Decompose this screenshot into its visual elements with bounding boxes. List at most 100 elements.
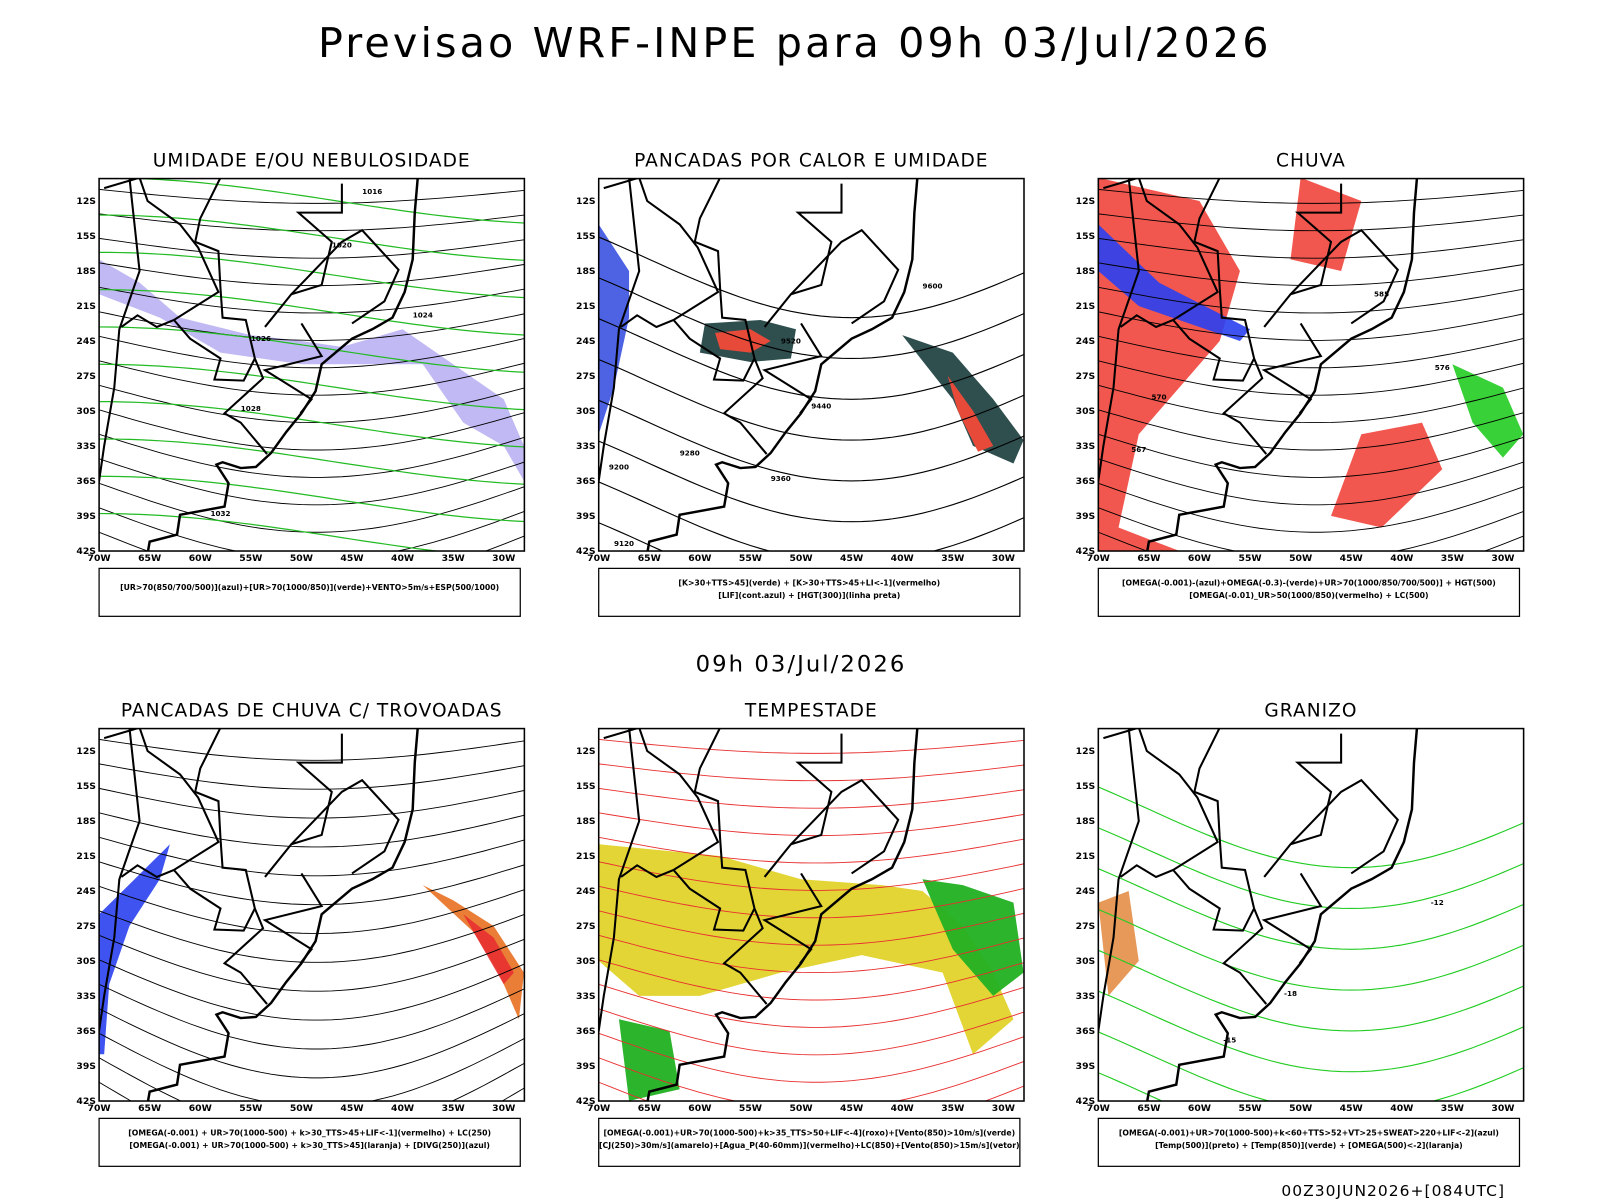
streamline (99, 335, 525, 369)
lat-label: 36S (76, 1026, 96, 1037)
streamline (99, 983, 525, 1050)
lon-label: 60W (688, 1103, 711, 1114)
field-area (598, 224, 630, 435)
legend-text: [OMEGA(-0.001)+UR>70(1000-500)+k<60+TTS>… (1119, 1129, 1499, 1138)
border (1103, 728, 1219, 879)
lat-label: 33S (1076, 441, 1096, 452)
border (762, 872, 823, 964)
streamline (99, 433, 525, 478)
lon-label: 50W (789, 553, 812, 564)
map-frame (98, 177, 526, 552)
lat-label: 15S (1076, 231, 1096, 242)
legend-text: [OMEGA(-0.001)+UR>70(1000-500)+k>35_TTS>… (603, 1129, 1015, 1138)
lon-label: 45W (340, 553, 363, 564)
map-panel: PANCADAS POR CALOR E UMIDADE 12S 15S 18S 21S… (576, 150, 1025, 617)
lon-label: 30W (492, 1103, 515, 1114)
field-area (1098, 891, 1139, 996)
map-content (99, 178, 525, 552)
contour (1098, 908, 1524, 991)
contour-label: 9280 (680, 448, 700, 457)
lat-label: 30S (576, 406, 596, 417)
contour (1098, 786, 1524, 869)
streamline (99, 934, 525, 992)
coastline (646, 178, 919, 552)
contour-label: 567 (1131, 445, 1146, 454)
map-panel: PANCADAS DE CHUVA C/ TROVOADAS 12S 15S 18S 2… (76, 700, 526, 1167)
lat-label: 33S (76, 441, 96, 452)
map-content (598, 728, 1024, 1102)
lon-label: 70W (587, 553, 610, 564)
legend-box (1097, 1117, 1521, 1167)
streamline (1098, 360, 1524, 396)
streamline (99, 787, 525, 819)
lat-label: 15S (1076, 781, 1096, 792)
lat-label: 39S (1076, 511, 1096, 522)
streamline (99, 311, 525, 341)
border (790, 228, 900, 325)
map-frame (1097, 727, 1525, 1102)
map-frame (98, 727, 526, 1102)
lon-label: 55W (739, 553, 762, 564)
contour-label: 9440 (811, 402, 831, 411)
coastline (146, 728, 419, 1102)
streamline (598, 787, 1024, 809)
streamline (598, 1032, 1024, 1083)
streamline (99, 237, 525, 259)
lon-label: 40W (891, 553, 914, 564)
lon-label: 35W (941, 553, 964, 564)
legend-text: [OMEGA(-0.01)_UR>50(1000/850)(vermelho) … (1189, 591, 1428, 600)
streamline (1098, 311, 1524, 341)
lon-label: 35W (442, 1103, 465, 1114)
border (99, 178, 141, 486)
legend-box (1097, 567, 1521, 617)
lon-label: 35W (1441, 1103, 1464, 1114)
lat-label: 18S (76, 816, 96, 827)
lon-label: 45W (1340, 553, 1363, 564)
streamline (598, 910, 1024, 946)
legend-text: [CJ(250)>30m/s](amarelo)+[Agua_P(40-60mm… (599, 1141, 1020, 1150)
lat-label: 18S (76, 266, 96, 277)
border (173, 869, 256, 932)
contour (99, 401, 525, 448)
lat-label: 21S (576, 851, 596, 862)
streamline (598, 934, 1024, 974)
streamline (99, 1081, 525, 1102)
border (173, 319, 256, 382)
streamline (1098, 237, 1524, 259)
streamline (99, 738, 525, 761)
map-panel: GRANIZO 12S 15S 18S 21S 24S 27S 30S 33S 36S 39S 42S… (1076, 700, 1525, 1167)
contour-label: 1026 (251, 334, 271, 343)
contour (1098, 827, 1524, 910)
lon-label: 60W (1188, 1103, 1211, 1114)
streamline (598, 763, 1024, 782)
contour-label: -18 (1284, 989, 1297, 998)
field-area (1290, 178, 1362, 272)
streamline (99, 409, 525, 451)
lat-label: 12S (1076, 746, 1096, 757)
lat-label: 36S (576, 476, 596, 487)
lat-label: 42S (1076, 546, 1096, 557)
lat-label: 15S (576, 781, 596, 792)
lon-label: 65W (138, 1103, 161, 1114)
map-content (1098, 728, 1524, 1102)
coastline (1145, 178, 1419, 552)
streamline (1098, 433, 1524, 478)
border (1103, 178, 1219, 329)
border (1193, 178, 1268, 455)
contour (99, 512, 442, 552)
lon-label: 70W (88, 1103, 111, 1114)
panel-title: CHUVA (1276, 150, 1346, 171)
lon-label: 70W (1087, 1103, 1110, 1114)
contour (99, 251, 525, 299)
lon-label: 60W (688, 553, 711, 564)
streamline (1098, 458, 1524, 506)
lat-label: 39S (76, 511, 96, 522)
lon-label: 35W (442, 553, 465, 564)
border (1172, 869, 1256, 932)
lat-label: 24S (576, 336, 596, 347)
border (290, 778, 400, 875)
lat-label: 42S (1076, 1096, 1096, 1107)
map-frame (1097, 177, 1525, 552)
border (603, 178, 720, 329)
run-info: 00Z30JUN2026+[084UTC] (1281, 1182, 1505, 1200)
